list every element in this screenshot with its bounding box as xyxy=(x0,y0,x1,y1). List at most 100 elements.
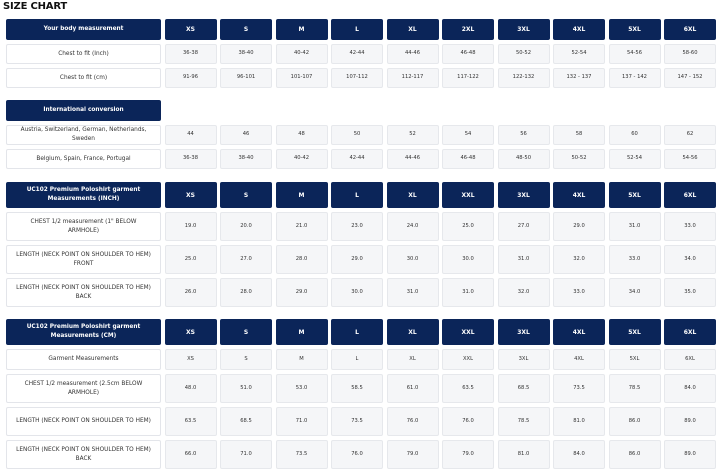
value-cell: 56 xyxy=(497,125,550,145)
value-cell: 31.0 xyxy=(608,212,661,241)
size-header: 3XL xyxy=(497,319,550,345)
value-cell: 73.5 xyxy=(275,440,328,469)
size-header: L xyxy=(331,182,383,208)
size-header: S xyxy=(220,319,272,345)
section-international-conversion: International conversion Austria, Switzer… xyxy=(6,100,717,173)
value-cell: 68.5 xyxy=(497,374,550,403)
size-header: S xyxy=(220,19,272,40)
value-cell: 30.0 xyxy=(331,278,383,307)
row-label: LENGTH (NECK POINT ON SHOULDER TO HEM) F… xyxy=(6,245,161,274)
row-label: Austria, Switzerland, German, Netherland… xyxy=(6,125,161,145)
section-body-measurement: Your body measurement XS S M L XL 2XL 3XL 4XL 5XL… xyxy=(6,19,717,92)
value-cell: 53.0 xyxy=(275,374,328,403)
value-cell: 36-38 xyxy=(164,44,217,64)
value-cell: 96-101 xyxy=(220,68,272,88)
table-row: Chest to fit (Inch) 36-38 38-40 40-42 42-44 4… xyxy=(6,44,717,64)
value-cell: 23.0 xyxy=(331,212,383,241)
value-cell: 81.0 xyxy=(497,440,550,469)
value-cell: 50 xyxy=(331,125,383,145)
section-garment-inch: UC102 Premium Poloshirt garment Measurem… xyxy=(6,182,717,311)
size-header: 6XL xyxy=(664,19,716,40)
value-cell: 73.5 xyxy=(553,374,605,403)
value-cell: 71.0 xyxy=(275,407,328,436)
value-cell: 44-46 xyxy=(386,149,439,169)
size-header: L xyxy=(331,319,383,345)
header-row: Your body measurement XS S M L XL 2XL 3XL 4XL 5XL… xyxy=(6,19,717,40)
value-cell: 51.0 xyxy=(220,374,272,403)
value-cell: 58 xyxy=(553,125,605,145)
value-cell: 30.0 xyxy=(442,245,494,274)
size-header: 6XL xyxy=(664,319,716,345)
section-header: UC102 Premium Poloshirt garment Measurem… xyxy=(6,319,161,345)
table-row: LENGTH (NECK POINT ON SHOULDER TO HEM) 63… xyxy=(6,407,717,436)
header-row: International conversion xyxy=(6,100,717,121)
value-cell: 27.0 xyxy=(220,245,272,274)
value-cell: 40-42 xyxy=(275,149,328,169)
value-cell: 54-56 xyxy=(664,149,716,169)
value-cell: 4XL xyxy=(553,349,605,370)
value-cell: 76.0 xyxy=(331,440,383,469)
table-row: Chest to fit (cm) 91-96 96-101 101-107 107-1… xyxy=(6,68,717,88)
value-cell: 32.0 xyxy=(497,278,550,307)
row-label: Garment Measurements xyxy=(6,349,161,370)
size-header: 2XL xyxy=(442,19,494,40)
size-header: XS xyxy=(164,182,217,208)
size-header: 4XL xyxy=(553,19,605,40)
table-row: CHEST 1/2 measurement (2.5cm BELOW ARMHO… xyxy=(6,374,717,403)
value-cell: 20.0 xyxy=(220,212,272,241)
value-cell: 52-54 xyxy=(553,44,605,64)
value-cell: 48.0 xyxy=(164,374,217,403)
value-cell: 86.0 xyxy=(608,407,661,436)
value-cell: 91-96 xyxy=(164,68,217,88)
size-header: XL xyxy=(386,319,439,345)
size-header: XS xyxy=(164,319,217,345)
value-cell: 84.0 xyxy=(664,374,716,403)
size-header: 3XL xyxy=(497,19,550,40)
value-cell: 68.5 xyxy=(220,407,272,436)
value-cell: 28.0 xyxy=(220,278,272,307)
row-label: Chest to fit (Inch) xyxy=(6,44,161,64)
value-cell: 147 - 152 xyxy=(664,68,716,88)
size-header: 5XL xyxy=(608,182,661,208)
value-cell: 38-40 xyxy=(220,149,272,169)
size-header: 5XL xyxy=(608,319,661,345)
size-header: 6XL xyxy=(664,182,716,208)
section-garment-cm: UC102 Premium Poloshirt garment Measurem… xyxy=(6,319,717,473)
size-header: M xyxy=(275,19,328,40)
value-cell: 117-122 xyxy=(442,68,494,88)
value-cell: 46 xyxy=(220,125,272,145)
value-cell: 78.5 xyxy=(497,407,550,436)
value-cell: 24.0 xyxy=(386,212,439,241)
size-header: L xyxy=(331,19,383,40)
value-cell: 25.0 xyxy=(164,245,217,274)
value-cell: 58-60 xyxy=(664,44,716,64)
size-header: 4XL xyxy=(553,319,605,345)
header-row: UC102 Premium Poloshirt garment Measurem… xyxy=(6,319,717,345)
size-header: XL xyxy=(386,19,439,40)
value-cell: 107-112 xyxy=(331,68,383,88)
row-label: CHEST 1/2 measurement (2.5cm BELOW ARMHO… xyxy=(6,374,161,403)
value-cell: 76.0 xyxy=(386,407,439,436)
value-cell: 31.0 xyxy=(442,278,494,307)
value-cell: XS xyxy=(164,349,217,370)
value-cell: 46-48 xyxy=(442,149,494,169)
row-label: LENGTH (NECK POINT ON SHOULDER TO HEM) xyxy=(6,407,161,436)
size-header: 4XL xyxy=(553,182,605,208)
value-cell: XL xyxy=(386,349,439,370)
value-cell: 137 - 142 xyxy=(608,68,661,88)
value-cell: 27.0 xyxy=(497,212,550,241)
value-cell: 40-42 xyxy=(275,44,328,64)
value-cell: 71.0 xyxy=(220,440,272,469)
value-cell: 28.0 xyxy=(275,245,328,274)
value-cell: 66.0 xyxy=(164,440,217,469)
value-cell: 50-52 xyxy=(553,149,605,169)
table-row: Austria, Switzerland, German, Netherland… xyxy=(6,125,717,145)
value-cell: 63.5 xyxy=(442,374,494,403)
table-row: LENGTH (NECK POINT ON SHOULDER TO HEM) B… xyxy=(6,278,717,307)
value-cell: 48 xyxy=(275,125,328,145)
value-cell: 50-52 xyxy=(497,44,550,64)
value-cell: 29.0 xyxy=(553,212,605,241)
header-row: UC102 Premium Poloshirt garment Measurem… xyxy=(6,182,717,208)
row-label: CHEST 1/2 measurement (1" BELOW ARMHOLE) xyxy=(6,212,161,241)
size-header: XXL xyxy=(442,319,494,345)
